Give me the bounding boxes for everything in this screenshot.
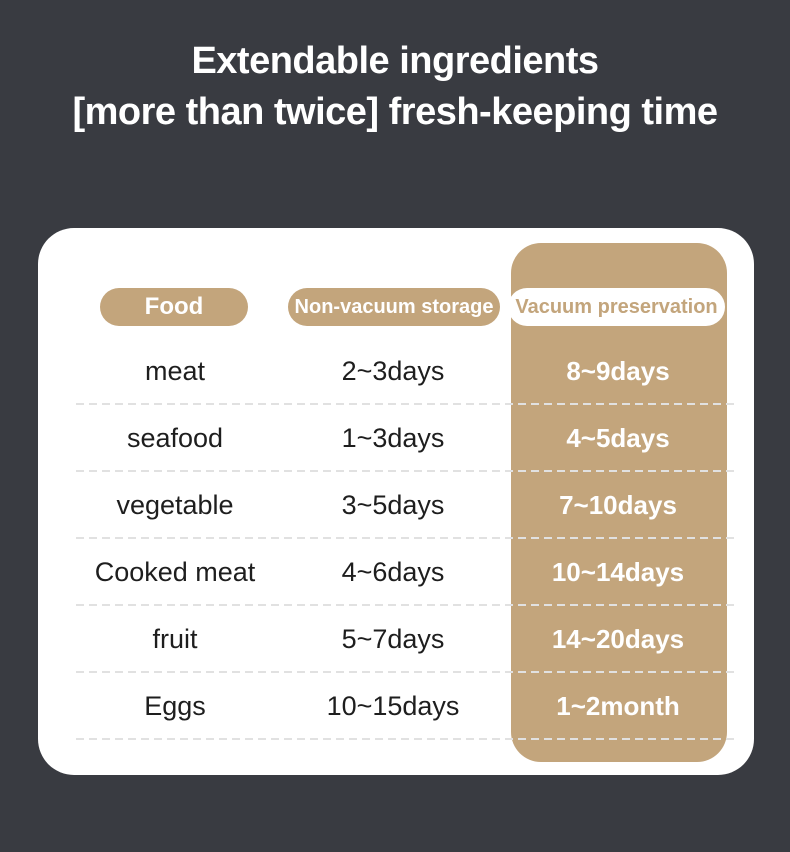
food-name-cell: vegetable [116, 490, 234, 520]
vacuum-days-cell: 7~10days [559, 490, 677, 520]
table-row: vegetable 3~5days 7~10days [74, 472, 738, 539]
non-vacuum-days-cell: 10~15days [326, 691, 460, 721]
food-name-cell: fruit [152, 624, 198, 654]
non-vacuum-days-cell: 1~3days [341, 423, 445, 453]
vacuum-days-cell: 14~20days [551, 624, 685, 654]
table-row: seafood 1~3days 4~5days [74, 405, 738, 472]
column-header-non-vacuum-storage: Non-vacuum storage [288, 288, 500, 326]
table-row: meat 2~3days 8~9days [74, 338, 738, 405]
non-vacuum-days-cell: 3~5days [341, 490, 445, 520]
vacuum-column-highlight [511, 243, 727, 762]
table-body: meat 2~3days 8~9days seafood 1~3days 4~5days v… [74, 338, 738, 740]
column-header-food: Food [100, 288, 248, 326]
table-row: Cooked meat 4~6days 10~14days [74, 539, 738, 606]
vacuum-days-cell: 8~9days [566, 356, 670, 386]
non-vacuum-days-cell: 5~7days [341, 624, 445, 654]
food-name-cell: Eggs [144, 691, 206, 721]
food-name-cell: meat [144, 356, 206, 386]
non-vacuum-days-cell: 4~6days [341, 557, 445, 587]
table-row: Eggs 10~15days 1~2month [74, 673, 738, 740]
title-line-1: Extendable ingredients [191, 40, 599, 82]
vacuum-days-cell: 10~14days [551, 557, 685, 587]
food-name-cell: seafood [126, 423, 224, 453]
page-title: Extendable ingredients [more than twice]… [0, 36, 790, 138]
comparison-table-card: Food Non-vacuum storage Vacuum preservat… [38, 228, 754, 775]
table-row: fruit 5~7days 14~20days [74, 606, 738, 673]
vacuum-days-cell: 1~2month [556, 691, 680, 721]
non-vacuum-days-cell: 2~3days [341, 356, 445, 386]
title-line-2: [more than twice] fresh-keeping time [72, 91, 718, 133]
column-header-vacuum-preservation: Vacuum preservation [508, 288, 725, 326]
vacuum-days-cell: 4~5days [566, 423, 670, 453]
food-name-cell: Cooked meat [94, 557, 256, 587]
